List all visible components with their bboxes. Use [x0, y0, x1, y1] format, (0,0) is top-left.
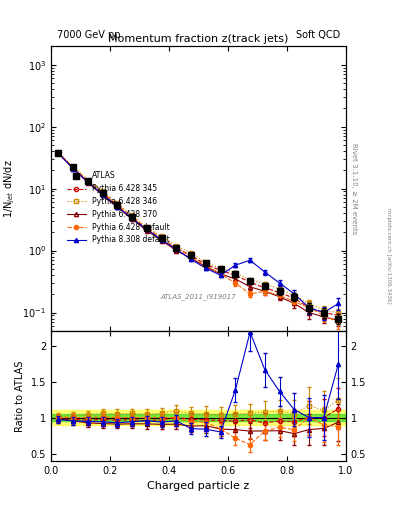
- Text: Soft QCD: Soft QCD: [296, 30, 340, 40]
- Title: Momentum fraction z(track jets): Momentum fraction z(track jets): [108, 34, 288, 44]
- Legend: ATLAS, Pythia 6.428 345, Pythia 6.428 346, Pythia 6.428 370, Pythia 6.428 defaul: ATLAS, Pythia 6.428 345, Pythia 6.428 34…: [64, 168, 173, 247]
- Text: ATLAS_2011_I919017: ATLAS_2011_I919017: [161, 293, 236, 301]
- Text: mcplots.cern.ch [arXiv:1306.3436]: mcplots.cern.ch [arXiv:1306.3436]: [386, 208, 391, 304]
- X-axis label: Charged particle z: Charged particle z: [147, 481, 250, 491]
- Y-axis label: Rivet 3.1.10, ≥ 2M events: Rivet 3.1.10, ≥ 2M events: [351, 143, 357, 234]
- Y-axis label: Ratio to ATLAS: Ratio to ATLAS: [15, 360, 25, 432]
- Y-axis label: 1/N$_{jet}$ dN/dz: 1/N$_{jet}$ dN/dz: [2, 159, 17, 218]
- Bar: [51, 411, 346, 425]
- Bar: [51, 414, 346, 421]
- Text: 7000 GeV pp: 7000 GeV pp: [57, 30, 121, 40]
